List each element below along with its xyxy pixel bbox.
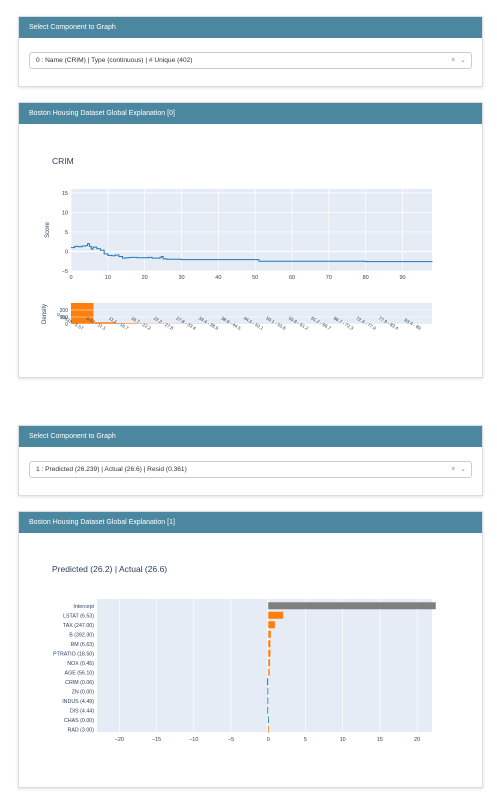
x-tick-label: 10 [340, 737, 346, 743]
importance-bar [268, 640, 271, 648]
feature-label: LSTAT (6.53) [63, 613, 94, 619]
y-tick-label: 0 [65, 322, 68, 328]
x-tick-label: −15 [152, 737, 161, 743]
card-header: Select Component to Graph [19, 17, 482, 38]
importance-bar [267, 687, 269, 695]
importance-bar [267, 678, 269, 686]
x-tick-label: 5 [304, 737, 307, 743]
global-explanation-card-0: Boston Housing Dataset Global Explanatio… [18, 102, 483, 378]
plot-area [97, 599, 432, 732]
component-select[interactable]: 0 : Name (CRIM) | Type (continuous) | # … [29, 52, 472, 69]
select-component-card-0: Select Component to Graph 0 : Name (CRIM… [18, 16, 483, 87]
chart-title: Predicted (26.2) | Actual (26.6) [52, 564, 167, 574]
density-bar [93, 322, 116, 324]
density-bars [71, 303, 432, 325]
importance-bar [268, 668, 270, 676]
x-tick-label: 20 [142, 275, 148, 281]
x-tick-label: 90 [399, 275, 405, 281]
x-tick-label: 60 [289, 275, 295, 281]
component-select[interactable]: 1 : Predicted (26.239) | Actual (26.6) |… [29, 461, 472, 478]
importance-bar [267, 716, 269, 724]
clear-icon[interactable]: × [451, 466, 456, 473]
feature-label: DIS (4.44) [70, 708, 94, 714]
score-plot-area [71, 189, 432, 271]
x-tick-label: 70 [326, 275, 332, 281]
x-tick-label: −10 [189, 737, 198, 743]
y-tick-label: −5 [62, 269, 68, 275]
importance-x-ticks: −20 −15 −10 −5 0 5 10 15 20 [115, 737, 421, 743]
feature-label: INDUS (4.49) [62, 699, 94, 705]
feature-label: ZN (0.00) [72, 689, 95, 695]
feature-label: PTRATIO (18.50) [53, 651, 94, 657]
x-tick-label: 20 [414, 737, 420, 743]
y-tick-label: 10 [62, 210, 68, 216]
density-bar [71, 303, 94, 324]
y-tick-label: 0 [65, 249, 68, 255]
card-header: Boston Housing Dataset Global Explanatio… [19, 512, 482, 533]
y-tick-label: 15 [62, 191, 68, 197]
importance-bar [268, 602, 436, 610]
x-tick-label: 40 [215, 275, 221, 281]
clear-icon[interactable]: × [451, 57, 456, 64]
x-tick-label: 10 [105, 275, 111, 281]
y-tick-label: 100 [60, 315, 69, 321]
score-axis-label: Score [45, 222, 51, 238]
x-tick-label: 80 [363, 275, 369, 281]
chevron-down-icon[interactable]: ⌄ [460, 57, 466, 64]
select-value: 0 : Name (CRIM) | Type (continuous) | # … [36, 57, 193, 64]
x-tick-label: −5 [228, 737, 234, 743]
select-component-card-1: Select Component to Graph 1 : Predicted … [18, 425, 483, 496]
chevron-down-icon[interactable]: ⌄ [460, 466, 466, 473]
importance-bar [268, 611, 284, 619]
y-tick-label: 5 [65, 230, 68, 236]
chart-title: CRIM [52, 156, 74, 166]
importance-bar [268, 649, 271, 657]
density-axis-label: Density [42, 304, 48, 324]
feature-label: TAX (247.00) [63, 623, 94, 629]
feature-label: CHAS (0.00) [64, 718, 94, 724]
importance-bar [268, 621, 275, 629]
x-tick-label: −20 [115, 737, 124, 743]
feature-labels: Intercept LSTAT (6.53) TAX (247.00) B (392.… [53, 604, 94, 734]
feature-label: NOX (0.45) [67, 661, 94, 667]
feature-label: AGE (56.10) [65, 670, 95, 676]
card-header: Select Component to Graph [19, 426, 482, 447]
feature-importance-chart: Predicted (26.2) | Actual (26.6) Interce… [52, 564, 436, 743]
score-line [71, 243, 433, 263]
card-header: Boston Housing Dataset Global Explanatio… [19, 103, 482, 124]
x-tick-label: 30 [178, 275, 184, 281]
importance-bar [268, 630, 271, 638]
importance-bar [268, 659, 271, 667]
select-value: 1 : Predicted (26.239) | Actual (26.6) |… [36, 466, 187, 473]
importance-bar [267, 697, 269, 705]
global-explanation-card-1: Boston Housing Dataset Global Explanatio… [18, 511, 483, 788]
feature-label: B (392.30) [69, 632, 94, 638]
feature-label: Intercept [73, 604, 94, 610]
x-tick-label: 15 [377, 737, 383, 743]
x-tick-label: 0 [69, 275, 72, 281]
score-x-ticks: 0 10 20 30 40 50 60 70 80 90 [69, 275, 405, 281]
feature-label: RM (6.63) [70, 642, 94, 648]
score-y-ticks: 15 10 5 0 −5 [62, 191, 68, 275]
x-tick-label: 0 [267, 737, 270, 743]
importance-bar [268, 725, 270, 733]
importance-bars [267, 602, 436, 733]
y-tick-label: 200 [60, 308, 69, 314]
density-bar [116, 323, 139, 324]
density-plot-area [71, 303, 432, 324]
importance-bar [267, 706, 269, 714]
x-tick-label: 50 [252, 275, 258, 281]
score-grid [70, 189, 432, 272]
feature-label: CRIM (0.06) [65, 680, 94, 686]
feature-label: RAD (3.00) [68, 727, 95, 733]
